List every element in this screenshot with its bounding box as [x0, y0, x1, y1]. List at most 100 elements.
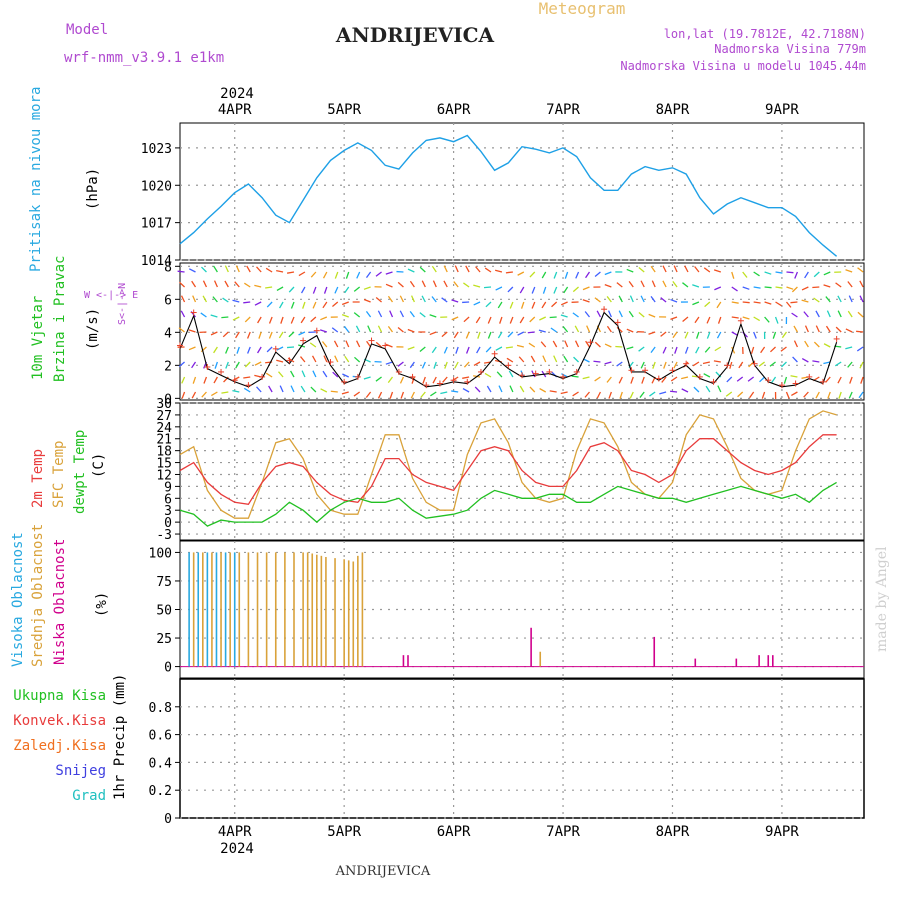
wind-arrow: [257, 346, 262, 354]
wind-arrow: [585, 340, 591, 348]
wind-arrow: [731, 316, 739, 319]
cloud-name2: Srednja Oblacnost: [30, 524, 46, 667]
wind-arrow: [552, 340, 558, 348]
wind-arrow: [618, 310, 623, 318]
wind-arrow: [385, 361, 393, 365]
y-tick-label: 6: [164, 492, 172, 507]
wind-arrow: [224, 280, 229, 288]
wind-arrow: [365, 391, 372, 398]
wind-arrow: [266, 346, 273, 353]
wind-arrow: [432, 280, 437, 288]
wind-arrow: [300, 316, 306, 324]
wind-arrow: [742, 301, 750, 304]
wind-arrow: [256, 386, 262, 393]
wind-arrow: [758, 361, 765, 367]
wind-arrow: [290, 385, 295, 393]
wind-arrow: [407, 268, 415, 273]
wind-arrow: [210, 314, 218, 318]
wind-arrow: [774, 316, 779, 324]
wind-arrow: [648, 331, 656, 335]
wind-arrow: [279, 385, 284, 393]
wind-arrow: [509, 301, 514, 309]
y-tick-label: 24: [156, 421, 172, 436]
wind-arrow: [409, 311, 415, 318]
model-altitude-text: Nadmorska Visina u modelu 1045.44m: [620, 59, 866, 73]
wind-arrow: [835, 326, 842, 333]
wind-arrow: [334, 286, 339, 294]
wind-arrow: [509, 316, 514, 324]
wind-arrow: [288, 286, 295, 293]
wind-arrow: [441, 331, 448, 338]
wind-arrow: [410, 391, 415, 399]
wind-arrow: [221, 316, 229, 319]
wind-arrow: [815, 391, 820, 399]
wind-arrow: [716, 331, 722, 339]
wind-arrow: [692, 284, 700, 288]
wind-arrow: [465, 265, 470, 273]
wind-arrow: [648, 313, 656, 318]
wind-arrow: [356, 271, 361, 279]
wind-arrow: [553, 355, 558, 363]
y-tick-label: 4: [164, 326, 172, 341]
wind-arrow: [244, 316, 251, 323]
wind-arrow: [781, 361, 787, 368]
wind-arrow: [367, 325, 372, 333]
wind-arrow: [397, 281, 404, 288]
precip-panel: [179, 678, 865, 819]
wind-arrow: [629, 391, 634, 399]
wind-arrow: [302, 301, 306, 309]
wind-arrow: [334, 271, 339, 279]
wind-arrow: [454, 265, 459, 273]
wind-arrow: [684, 346, 689, 354]
wind-arrow: [385, 271, 393, 275]
dewpt-line: [179, 481, 837, 527]
wind-arrow: [276, 359, 284, 363]
wind-arrow: [399, 310, 405, 318]
wind-arrow: [607, 310, 612, 318]
top-day-label: 7APR: [546, 102, 580, 118]
wind-arrow: [529, 271, 536, 278]
wind-arrow: [201, 391, 207, 398]
wind-arrow: [562, 326, 569, 333]
wind-arrow: [519, 286, 525, 294]
wind-arrow: [759, 376, 766, 383]
wind-arrow: [792, 356, 798, 363]
wind-arrow: [604, 343, 612, 348]
wind-arrow: [856, 346, 864, 352]
pressure-unit: (hPa): [85, 168, 101, 210]
wind-arrow: [332, 301, 339, 308]
wind-arrow: [243, 282, 251, 288]
wind-arrow: [693, 386, 700, 393]
wind-arrow: [791, 286, 798, 293]
wind-arrow: [527, 331, 535, 334]
wind-arrow: [419, 346, 426, 352]
wind-arrow: [499, 316, 503, 324]
wind-arrow: [431, 346, 437, 354]
wind-arrow: [628, 280, 634, 288]
wind-arrow: [266, 301, 273, 308]
wind-arrow: [473, 301, 481, 306]
wind-arrow: [804, 340, 809, 348]
bottom-day-labels: 4APR 5APR 6APR 7APR 8APR 9APR: [218, 824, 799, 840]
wind-arrow: [770, 346, 776, 353]
wind-arrow: [345, 340, 350, 348]
wind-arrow: [375, 271, 382, 277]
temp-name3: dewpt Temp: [72, 430, 88, 514]
wind-arrow: [254, 361, 262, 366]
wind-arrow: [726, 376, 733, 383]
wind-arrow: [749, 391, 755, 399]
wind-arrow: [485, 301, 492, 308]
wind-arrow: [823, 343, 831, 348]
wind-arrow: [366, 340, 372, 348]
wind-arrow: [650, 295, 656, 303]
wind-arrow: [826, 310, 831, 318]
wind-arrow: [772, 331, 777, 339]
bottom-day-label: 8APR: [656, 824, 690, 840]
temp-name1: 2m Temp: [30, 449, 46, 508]
wind-arrow: [705, 385, 711, 393]
wind-arrow: [847, 361, 853, 368]
wind-compass-sn: S<-|->N: [117, 283, 128, 325]
wind-arrow: [290, 301, 295, 309]
wind-arrow: [203, 376, 208, 384]
wind-arrow: [421, 280, 426, 288]
